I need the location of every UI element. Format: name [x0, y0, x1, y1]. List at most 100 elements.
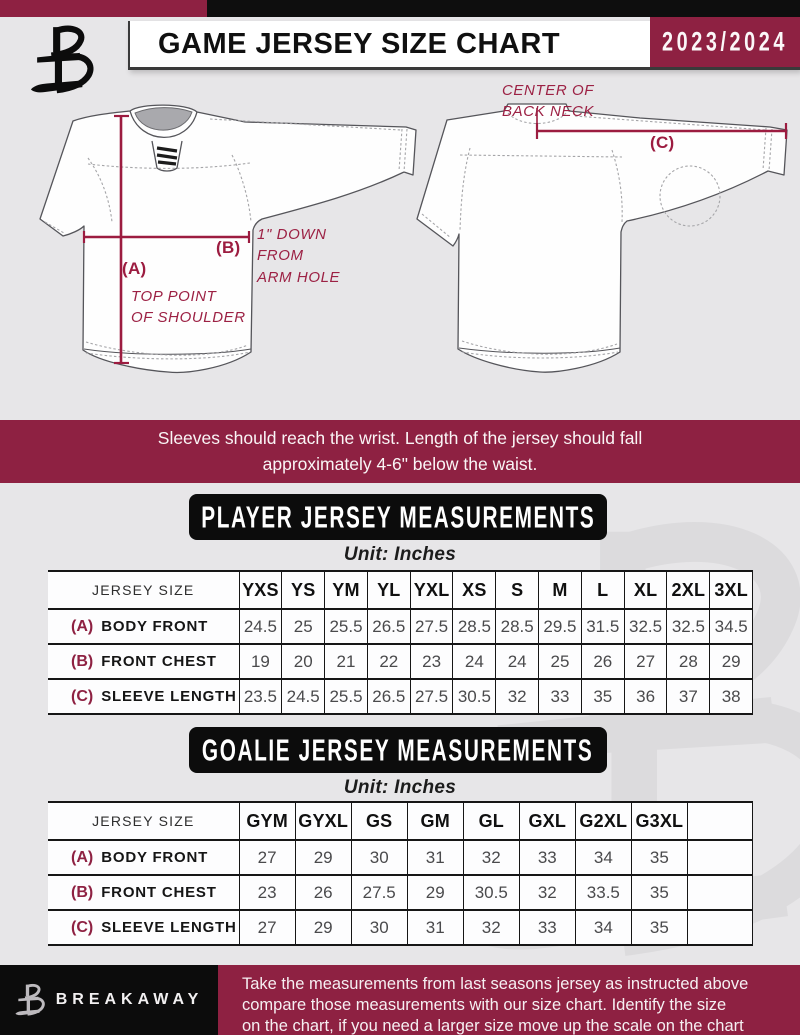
footer-brand-name: BREAKAWAY [55, 991, 204, 1008]
table-cell: 29 [294, 840, 352, 876]
front-jersey-illustration [39, 104, 417, 374]
table-cell: 24.5 [281, 679, 325, 715]
table-cell-empty [686, 910, 754, 946]
row-key: (A) [71, 848, 94, 866]
size-col-header: YXL [409, 570, 453, 610]
jersey-diagrams [39, 103, 788, 374]
table-cell: 32.5 [666, 609, 710, 645]
table-cell: 30 [350, 910, 408, 946]
topbar-black-bar [207, 0, 800, 17]
table-cell: 32.5 [623, 609, 667, 645]
size-col-header: GYM [238, 801, 296, 841]
table-cell: 19 [238, 644, 282, 680]
size-col-header: L [580, 570, 625, 610]
table-cell: 32 [462, 840, 520, 876]
fit-notice-banner: Sleeves should reach the wrist. Length o… [0, 420, 800, 483]
table-cell: 27.5 [409, 679, 453, 715]
measure-label-b: (B) [216, 238, 241, 257]
table-cell: 24.5 [238, 609, 282, 645]
size-col-header: YM [324, 570, 368, 610]
table-cell: 27 [238, 840, 296, 876]
player-section-title-pill: PLAYER JERSEY MEASUREMENTS [189, 494, 607, 540]
table-cell: 35 [630, 840, 688, 876]
table-cell: 26.5 [366, 679, 411, 715]
table-cell: 33 [538, 679, 582, 715]
table-cell: 31.5 [580, 609, 625, 645]
topbar-maroon-block [0, 0, 207, 17]
back-jersey-illustration [416, 103, 788, 373]
row-key: (C) [71, 918, 94, 936]
table-cell: 35 [580, 679, 625, 715]
measure-desc-a: TOP POINT OF SHOULDER [131, 288, 246, 327]
table-cell: 25 [538, 644, 582, 680]
table-cell: 30.5 [462, 875, 520, 911]
page-title: GAME JERSEY SIZE CHART [158, 28, 561, 60]
table-cell: 25.5 [324, 609, 368, 645]
table-cell: 25.5 [324, 679, 368, 715]
size-col-header: XL [623, 570, 667, 610]
table-cell-empty [686, 840, 754, 876]
table-cell: 33 [518, 910, 576, 946]
size-col-header: 3XL [709, 570, 754, 610]
table-cell: 24 [495, 644, 539, 680]
table-cell: 27.5 [350, 875, 408, 911]
size-col-header: YL [366, 570, 411, 610]
table-cell: 26 [580, 644, 625, 680]
table-cell: 27 [623, 644, 667, 680]
measurement-line-c [535, 108, 788, 139]
table-cell: 33 [518, 840, 576, 876]
footer-note: Take the measurements from last seasons … [242, 975, 749, 1035]
table-cell: 28.5 [452, 609, 496, 645]
goalie-unit-label: Unit: Inches [343, 777, 457, 798]
table-cell: 29 [294, 910, 352, 946]
table-row: (C) SLEEVE LENGTH 23.5 24.5 25.5 26.5 27.5 30.5… [48, 679, 754, 715]
table-cell: 21 [324, 644, 368, 680]
size-col-header: M [538, 570, 582, 610]
size-col-header: GS [350, 801, 408, 841]
table-cell-empty [686, 875, 754, 911]
table-cell: 28.5 [495, 609, 539, 645]
row-measure-name: BODY FRONT [101, 848, 209, 866]
row-label: (A) BODY FRONT [48, 609, 239, 645]
size-col-header: GL [462, 801, 520, 841]
table-cell: 27 [238, 910, 296, 946]
row-measure-name: SLEEVE LENGTH [101, 687, 237, 705]
table-cell: 23 [409, 644, 453, 680]
jersey-size-header: JERSEY SIZE [48, 801, 240, 841]
row-label: (A) BODY FRONT [48, 840, 240, 876]
table-row: (B) FRONT CHEST 19 20 21 22 23 24 24 25 26 27 28 29 [48, 644, 754, 680]
row-measure-name: BODY FRONT [101, 617, 209, 635]
size-col-header: YXS [238, 570, 282, 610]
table-cell: 23 [238, 875, 296, 911]
jersey-size-header: JERSEY SIZE [48, 570, 239, 610]
measure-desc-b: 1" DOWN FROM ARM HOLE [257, 226, 341, 286]
table-cell: 26 [294, 875, 352, 911]
measure-label-c: (C) [650, 133, 675, 152]
fit-notice-text: Sleeves should reach the wrist. Length o… [157, 427, 643, 474]
table-cell: 23.5 [238, 679, 282, 715]
table-cell: 34 [574, 910, 632, 946]
measurement-line-b [82, 231, 251, 243]
table-cell: 24 [452, 644, 496, 680]
row-measure-name: SLEEVE LENGTH [101, 918, 237, 936]
table-cell: 38 [709, 679, 754, 715]
table-cell: 32 [462, 910, 520, 946]
player-size-table: JERSEY SIZE YXS YS YM YL YXL XS S M L XL 2XL 3XL (A) B… [48, 570, 754, 715]
table-row: (A) BODY FRONT 24.5 25 25.5 26.5 27.5 28.5 28.5 2… [48, 609, 754, 645]
table-cell: 27.5 [409, 609, 453, 645]
row-measure-name: FRONT CHEST [101, 883, 217, 901]
table-header-row: JERSEY SIZE GYM GYXL GS GM GL GXL G2XL G3XL [48, 801, 754, 841]
size-col-header: G2XL [574, 801, 632, 841]
table-cell: 31 [406, 840, 464, 876]
player-section-title: PLAYER JERSEY MEASUREMENTS [200, 498, 596, 535]
row-key: (A) [71, 617, 94, 635]
size-col-header: GYXL [294, 801, 352, 841]
size-col-header-empty [686, 801, 754, 841]
size-col-header: GXL [518, 801, 576, 841]
size-col-header: YS [281, 570, 325, 610]
table-cell: 29 [406, 875, 464, 911]
season-label: 2023/2024 [662, 26, 788, 57]
season-badge: 2023/2024 [650, 17, 800, 67]
row-key: (B) [71, 883, 94, 901]
